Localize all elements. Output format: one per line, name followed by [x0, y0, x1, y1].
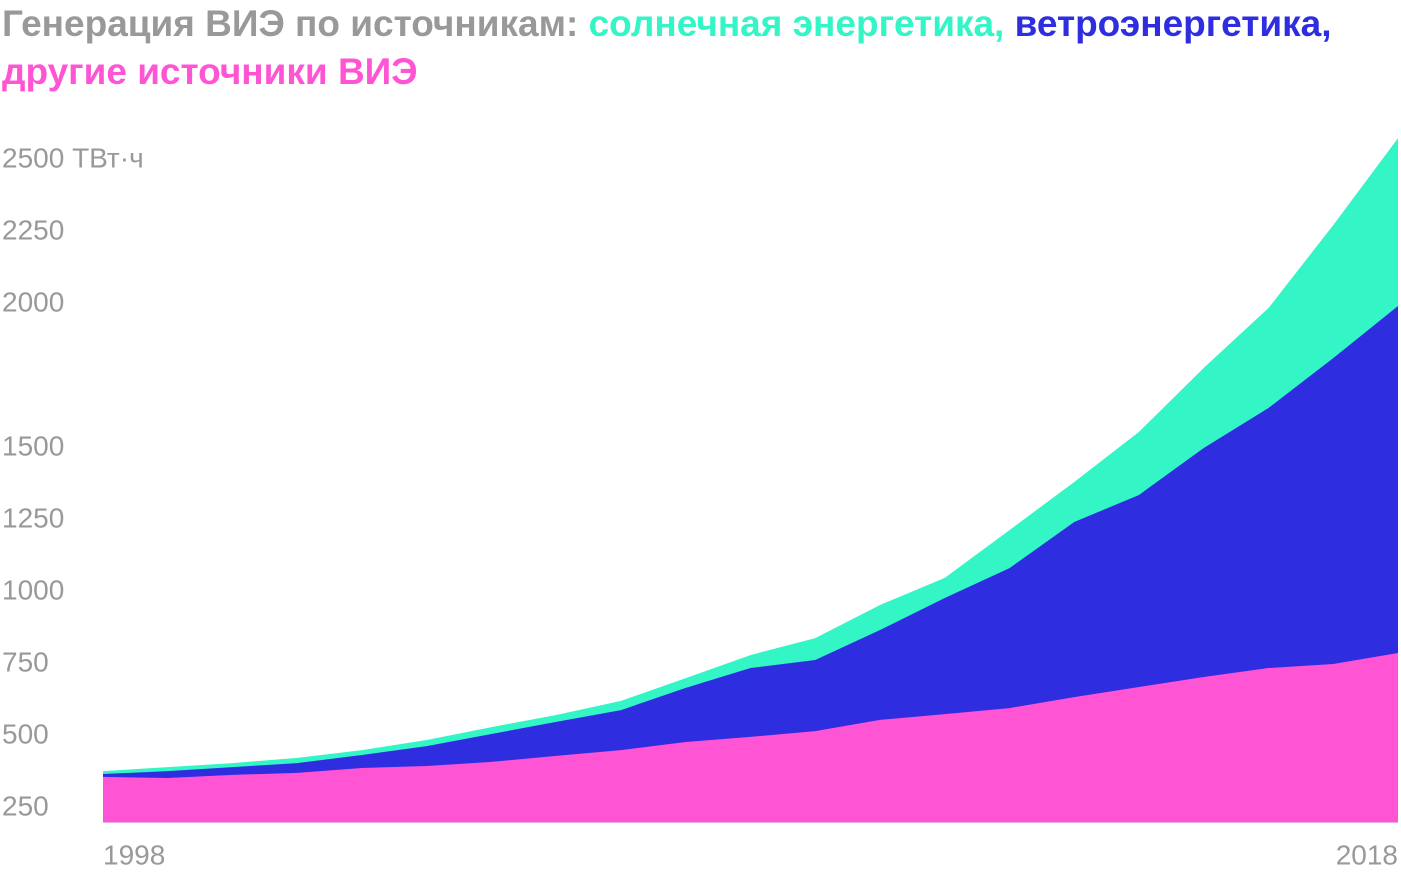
y-tick-label: 250	[2, 790, 49, 821]
area	[103, 306, 1398, 823]
legend-separator: ,	[994, 3, 1005, 44]
y-tick-label: 2500 ТВт·ч	[2, 142, 144, 173]
legend-entry: другие источники ВИЭ	[2, 51, 418, 92]
y-tick-label: 2250	[2, 214, 64, 245]
y-tick-label: 1000	[2, 574, 64, 605]
y-tick-label: 750	[2, 646, 49, 677]
title: Генерация ВИЭ по источникам: солнечная э…	[2, 0, 1392, 96]
x-tick-label: 1998	[103, 839, 165, 870]
area	[103, 653, 1398, 823]
y-tick-label: 2000	[2, 286, 64, 317]
legend-separator: ,	[1321, 3, 1332, 44]
x-tick-label: 2018	[1336, 839, 1398, 870]
y-tick-label: 1250	[2, 502, 64, 533]
y-tick-label: 1500	[2, 430, 64, 461]
title-text: Генерация ВИЭ по источникам:	[2, 3, 579, 44]
y-tick-label: 500	[2, 718, 49, 749]
legend-entry: солнечная энергетика	[588, 3, 995, 44]
legend-entry: ветроэнергетика	[1014, 3, 1322, 44]
